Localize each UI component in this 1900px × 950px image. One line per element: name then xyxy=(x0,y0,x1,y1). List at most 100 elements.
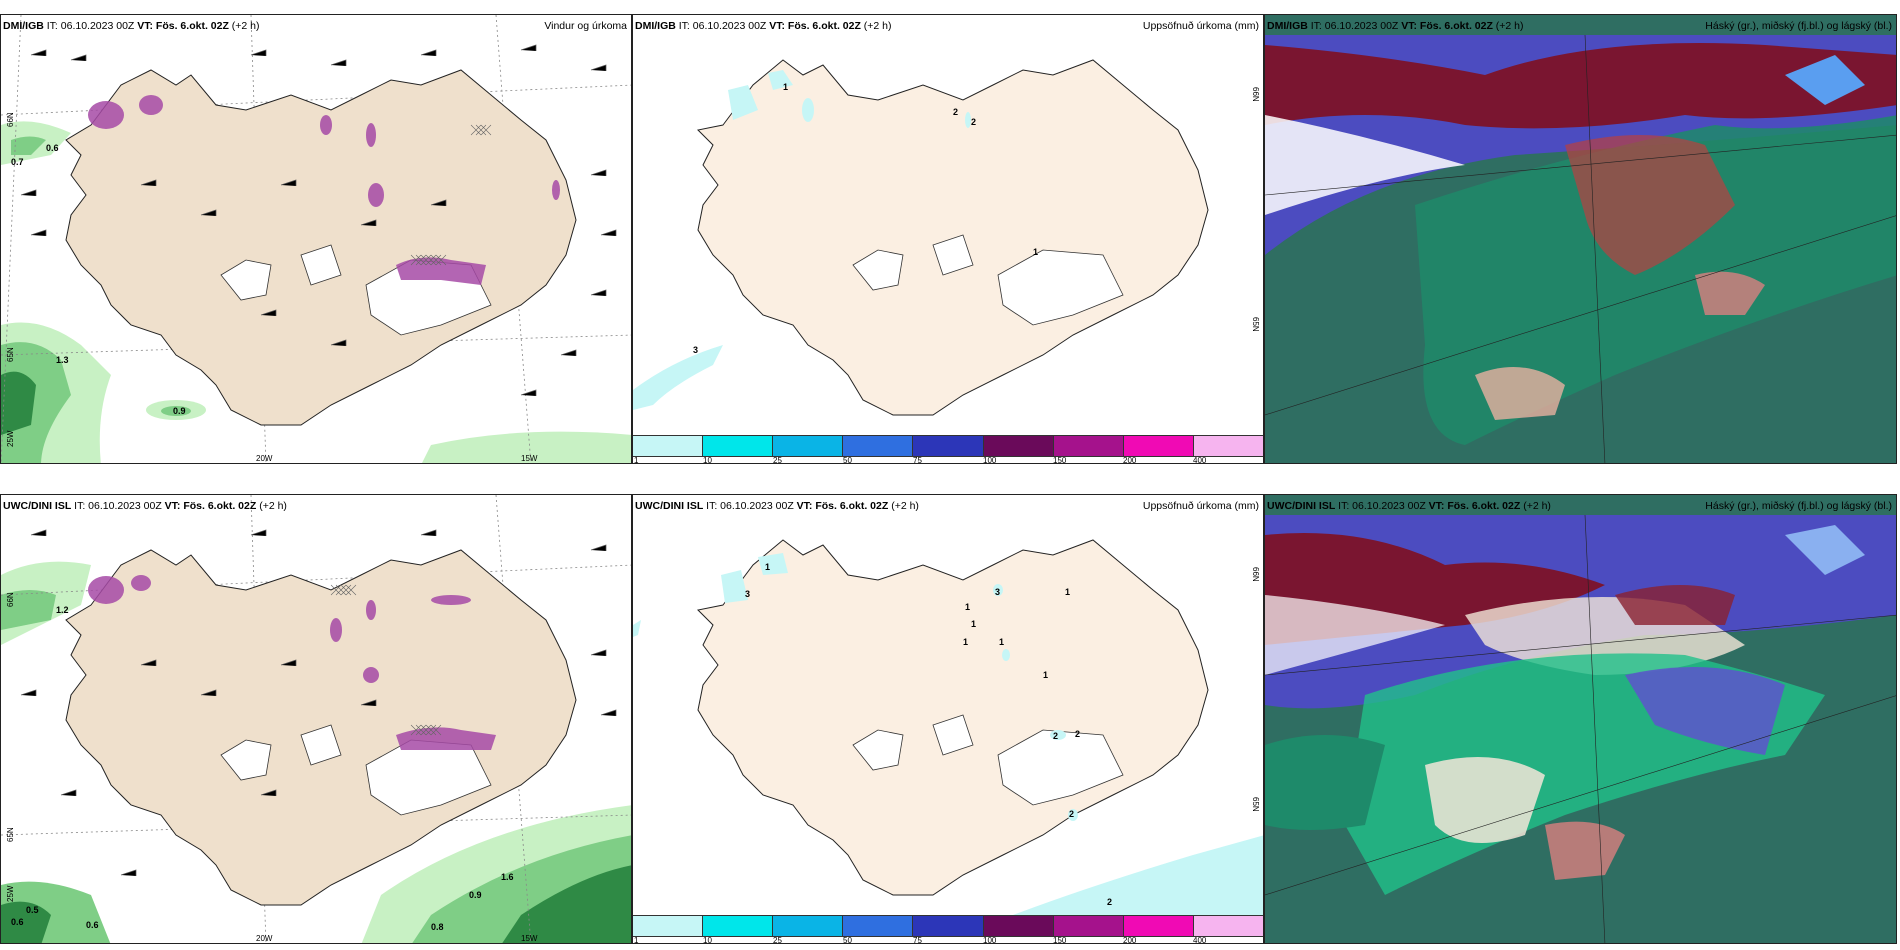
precip-label: 1 xyxy=(765,562,770,572)
contour-label: 0.6 xyxy=(46,143,59,153)
colorbar-tick: 150 xyxy=(1053,456,1067,464)
colorbar-swatch xyxy=(983,436,1054,456)
axis-lat-66: 66N xyxy=(6,112,15,127)
colorbar-tick: 25 xyxy=(773,936,782,944)
contour-label: 0.7 xyxy=(11,157,24,167)
colorbar-swatch xyxy=(633,436,704,456)
panel-clouds-top: DMI/IGB IT: 06.10.2023 00Z VT: Fös. 6.ok… xyxy=(1264,14,1897,464)
precip-label: 3 xyxy=(745,589,750,599)
colorbar-tick: 200 xyxy=(1123,936,1137,944)
precip-label: 2 xyxy=(1107,897,1112,907)
colorbar-swatch xyxy=(1193,436,1263,456)
colorbar-swatch xyxy=(913,436,984,456)
valid-time: VT: Fös. 6.okt. 02Z xyxy=(769,20,861,32)
init-time: IT: 06.10.2023 00Z xyxy=(1338,500,1426,512)
precip-label: 1 xyxy=(965,602,970,612)
panel-header: UWC/DINI ISL IT: 06.10.2023 00Z VT: Fös.… xyxy=(1,495,631,517)
model-name: DMI/IGB xyxy=(3,20,44,32)
valid-time: VT: Fös. 6.okt. 02Z xyxy=(796,500,889,512)
precip-colorbar xyxy=(633,915,1263,937)
panel-title: Háský (gr.), miðský (fj.bl.) og lágský (… xyxy=(1705,500,1892,512)
panel-title: Vindur og úrkoma xyxy=(544,20,627,32)
contour-label: 0.9 xyxy=(469,890,482,900)
colorbar-swatch xyxy=(913,916,984,936)
colorbar-swatch xyxy=(703,916,774,936)
iceland-land xyxy=(65,69,577,426)
contour-label: 0.6 xyxy=(86,920,99,930)
clouds-map xyxy=(1265,15,1896,463)
precip-label: 1 xyxy=(999,637,1004,647)
panel-header: UWC/DINI ISL IT: 06.10.2023 00Z VT: Fös.… xyxy=(633,495,1263,517)
axis-lat-66: 66N xyxy=(1251,87,1260,102)
precip-label: 2 xyxy=(1053,731,1058,741)
contour-label: 0.5 xyxy=(26,905,39,915)
precip-label: 3 xyxy=(693,345,698,355)
colorbar-swatch xyxy=(703,436,774,456)
colorbar-swatch xyxy=(773,436,844,456)
iceland-land xyxy=(696,539,1209,896)
axis-lon-15w: 15W xyxy=(521,934,538,943)
panel-header: DMI/IGB IT: 06.10.2023 00Z VT: Fös. 6.ok… xyxy=(1,15,631,37)
init-time: IT: 06.10.2023 00Z xyxy=(46,20,135,32)
colorbar-swatch xyxy=(843,916,914,936)
colorbar-labels: 1 10 25 50 75 100 150 200 400 xyxy=(633,936,1263,944)
colorbar-swatch xyxy=(983,916,1054,936)
valid-time: VT: Fös. 6.okt. 02Z xyxy=(1428,500,1521,512)
colorbar-tick: 10 xyxy=(703,936,712,944)
colorbar-swatch xyxy=(843,436,914,456)
panel-title: Uppsöfnuð úrkoma (mm) xyxy=(1142,20,1259,32)
colorbar-tick: 50 xyxy=(843,936,852,944)
colorbar-swatch xyxy=(633,916,704,936)
axis-lon-25w: 25W xyxy=(6,885,15,902)
lead-time: (+2 h) xyxy=(863,20,892,32)
valid-time: VT: Fös. 6.okt. 02Z xyxy=(1401,20,1493,32)
axis-lon-15w: 15W xyxy=(521,454,538,463)
colorbar-tick: 25 xyxy=(773,456,782,464)
init-time: IT: 06.10.2023 00Z xyxy=(678,20,767,32)
colorbar-swatch xyxy=(1123,916,1194,936)
panel-wind-precip-top: DMI/IGB IT: 06.10.2023 00Z VT: Fös. 6.ok… xyxy=(0,14,632,464)
precip-label: 1 xyxy=(971,619,976,629)
axis-lat-65: 65N xyxy=(1251,797,1260,812)
wind-precip-map: 0.6 0.7 1.3 0.9 66N 65N 20W 15W 25W xyxy=(1,15,631,463)
colorbar-tick: 75 xyxy=(913,936,922,944)
axis-lat-66: 66N xyxy=(6,592,15,607)
colorbar-swatch xyxy=(773,916,844,936)
colorbar-tick: 400 xyxy=(1193,456,1207,464)
colorbar-tick: 1 xyxy=(634,456,639,464)
lead-time: (+2 h) xyxy=(1495,20,1524,32)
precip-label: 1 xyxy=(963,637,968,647)
panel-wind-precip-bottom: UWC/DINI ISL IT: 06.10.2023 00Z VT: Fös.… xyxy=(0,494,632,944)
lead-time: (+2 h) xyxy=(231,20,260,32)
axis-lat-65: 65N xyxy=(1251,317,1260,332)
precip-label: 1 xyxy=(783,82,788,92)
colorbar-swatch xyxy=(1053,436,1124,456)
precip-label: 2 xyxy=(971,117,976,127)
model-name: UWC/DINI ISL xyxy=(3,500,72,512)
axis-lat-65: 65N xyxy=(6,827,15,842)
contour-label: 0.6 xyxy=(11,917,24,927)
axis-lon-20w: 20W xyxy=(256,934,273,943)
panel-header: DMI/IGB IT: 06.10.2023 00Z VT: Fös. 6.ok… xyxy=(1265,15,1896,37)
panel-title: Háský (gr.), miðský (fj.bl.) og lágský (… xyxy=(1705,20,1892,32)
panel-accum-precip-bottom: UWC/DINI ISL IT: 06.10.2023 00Z VT: Fös.… xyxy=(632,494,1264,944)
colorbar-tick: 50 xyxy=(843,456,852,464)
panel-accum-precip-top: DMI/IGB IT: 06.10.2023 00Z VT: Fös. 6.ok… xyxy=(632,14,1264,464)
precip-label: 1 xyxy=(1033,247,1038,257)
contour-label: 0.8 xyxy=(431,922,444,932)
precip-label: 2 xyxy=(1069,809,1074,819)
iceland-land xyxy=(65,549,577,906)
wind-precip-map: 1.2 0.6 0.5 0.6 0.8 0.9 1.6 66N 65N 20W … xyxy=(1,495,631,943)
panel-header: UWC/DINI ISL IT: 06.10.2023 00Z VT: Fös.… xyxy=(1265,495,1896,517)
colorbar-tick: 150 xyxy=(1053,936,1067,944)
contour-label: 0.9 xyxy=(173,406,186,416)
precip-label: 3 xyxy=(995,587,1000,597)
colorbar-swatch xyxy=(1193,916,1263,936)
axis-lat-65: 65N xyxy=(6,347,15,362)
init-time: IT: 06.10.2023 00Z xyxy=(706,500,794,512)
colorbar-tick: 200 xyxy=(1123,456,1137,464)
panel-clouds-bottom: UWC/DINI ISL IT: 06.10.2023 00Z VT: Fös.… xyxy=(1264,494,1897,944)
precip-label: 1 xyxy=(1065,587,1070,597)
model-name: UWC/DINI ISL xyxy=(635,500,704,512)
accum-precip-map: 1 1 1 1 1 3 1 3 2 2 2 2 1 66N 65N xyxy=(633,495,1263,915)
